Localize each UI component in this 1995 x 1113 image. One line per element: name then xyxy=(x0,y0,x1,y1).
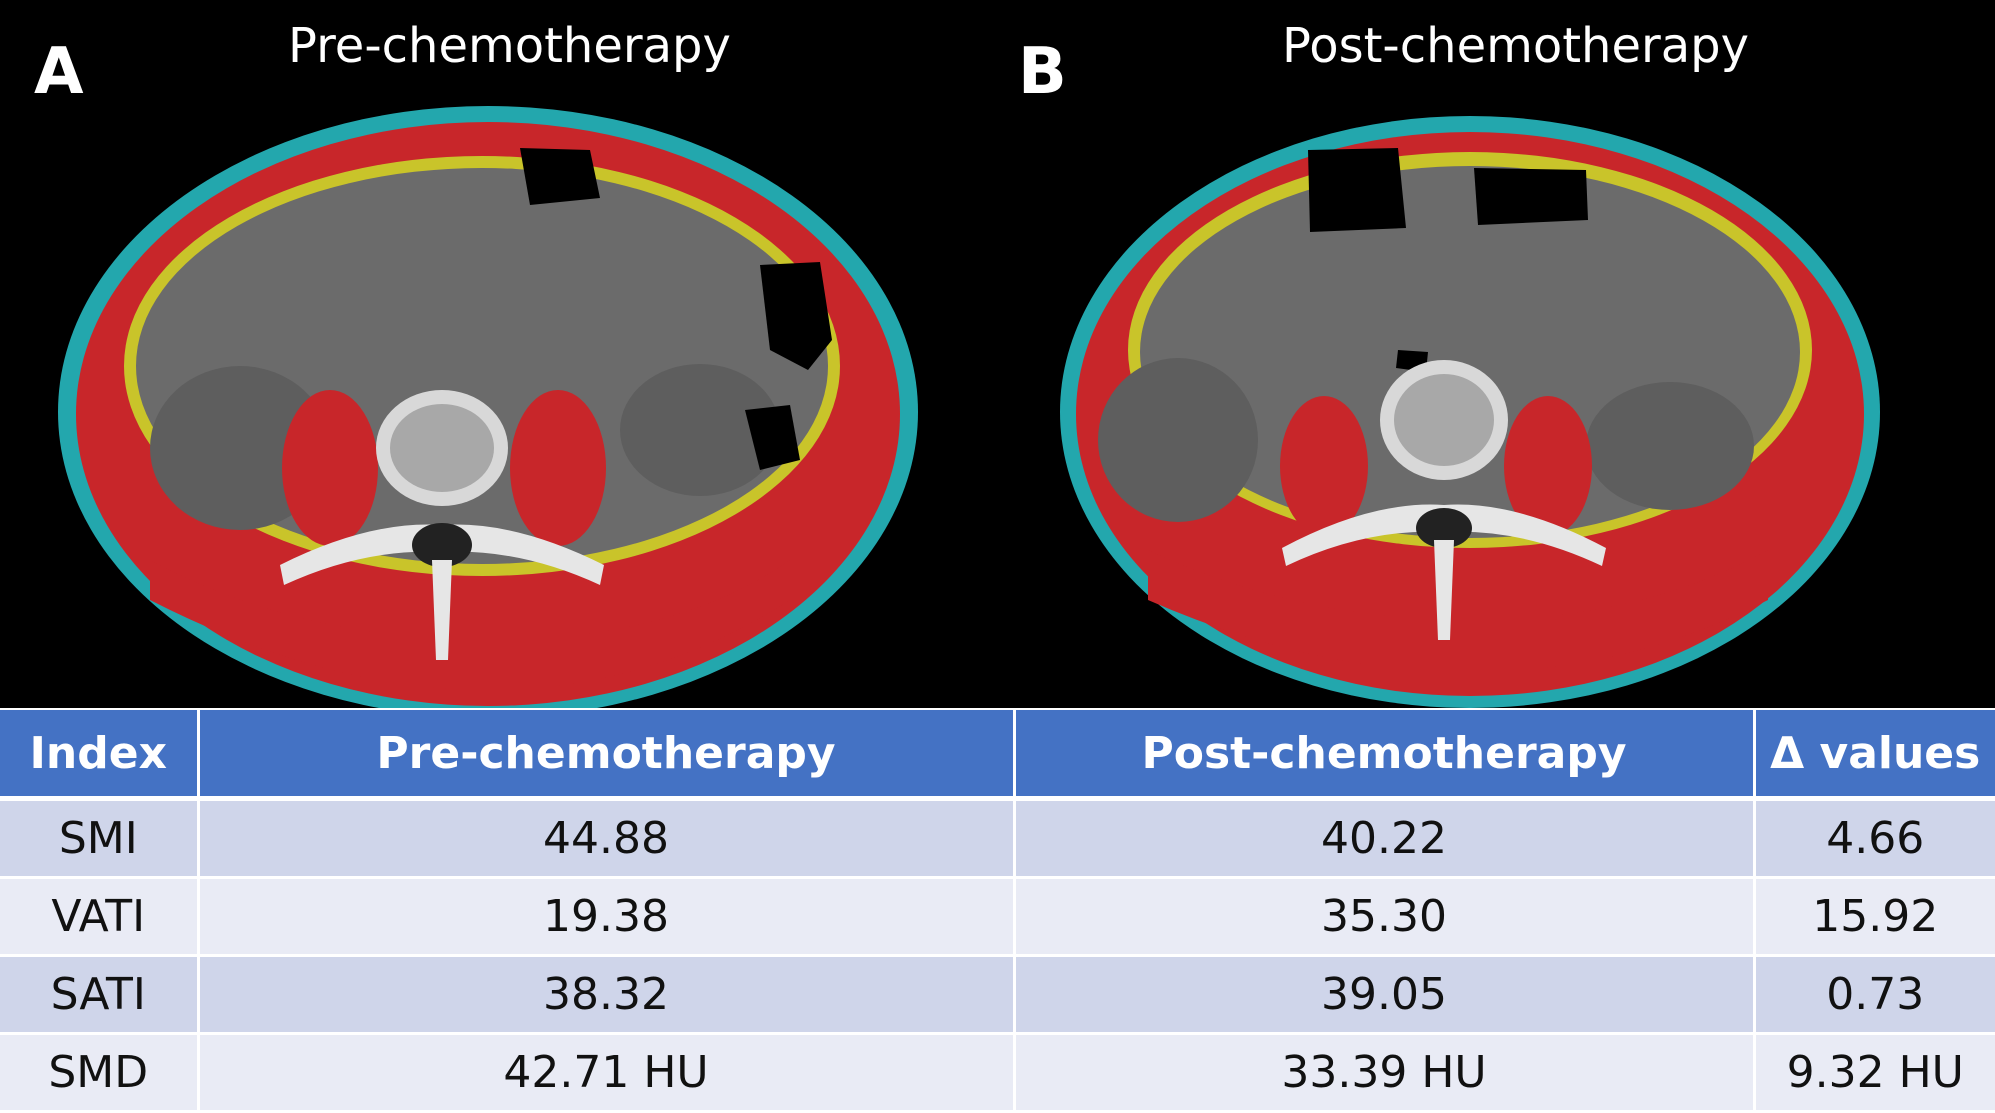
table-cell: SMI xyxy=(0,798,200,879)
table-cell: 33.39 HU xyxy=(1014,1033,1756,1113)
panel-letter: A xyxy=(34,35,84,109)
table-cell: 15.92 xyxy=(1754,877,1995,957)
table-cell: 39.05 xyxy=(1014,955,1756,1035)
column-header: Post-chemotherapy xyxy=(1014,710,1756,801)
table-cell: 0.73 xyxy=(1754,955,1995,1035)
table-cell: 19.38 xyxy=(198,877,1016,957)
table-cell: 44.88 xyxy=(198,798,1016,879)
panel-letter: B xyxy=(1018,35,1067,109)
column-header: Index xyxy=(0,710,200,801)
panel-a: A Pre-chemotherapy xyxy=(0,0,997,708)
table-cell: 9.32 HU xyxy=(1754,1033,1995,1113)
ct-scan-post-chemotherapy xyxy=(998,0,1995,708)
table-row: VATI 19.38 35.30 15.92 xyxy=(0,877,1995,957)
panel-title: Post-chemotherapy xyxy=(1282,18,1750,74)
table-header-row: Index Pre-chemotherapy Post-chemotherapy… xyxy=(0,710,1995,801)
ct-scan-pre-chemotherapy xyxy=(0,0,997,708)
column-header: Pre-chemotherapy xyxy=(198,710,1016,801)
ct-figure-panels: A Pre-chemotherapy xyxy=(0,0,1995,708)
panel-b: B Post-chemotherapy xyxy=(998,0,1995,708)
table-cell: SATI xyxy=(0,955,200,1035)
table-cell: 38.32 xyxy=(198,955,1016,1035)
table-cell: SMD xyxy=(0,1033,200,1113)
panel-title: Pre-chemotherapy xyxy=(288,18,731,74)
table-cell: 4.66 xyxy=(1754,798,1995,879)
body-composition-table: Index Pre-chemotherapy Post-chemotherapy… xyxy=(0,710,1995,1113)
table-cell: 42.71 HU xyxy=(198,1033,1016,1113)
column-header: Δ values xyxy=(1754,710,1995,801)
table-cell: 40.22 xyxy=(1014,798,1756,879)
table-cell: 35.30 xyxy=(1014,877,1756,957)
table-row: SMD 42.71 HU 33.39 HU 9.32 HU xyxy=(0,1033,1995,1113)
table-cell: VATI xyxy=(0,877,200,957)
table-row: SMI 44.88 40.22 4.66 xyxy=(0,798,1995,879)
table-row: SATI 38.32 39.05 0.73 xyxy=(0,955,1995,1035)
